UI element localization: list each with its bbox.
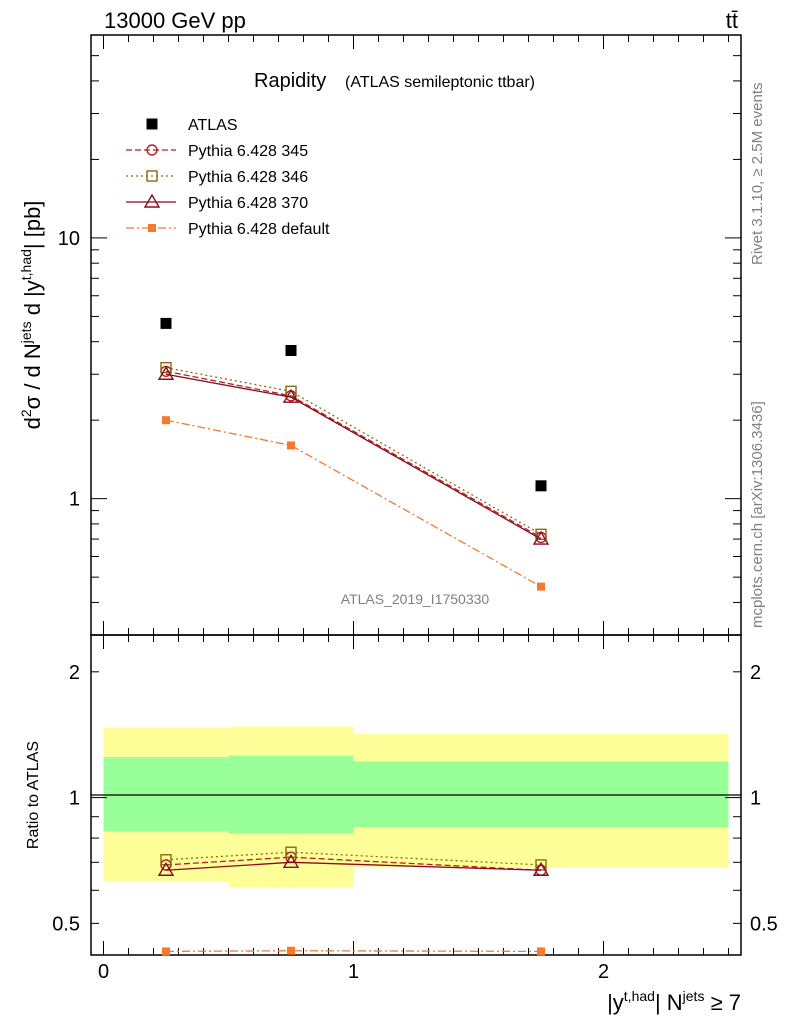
ratio-point-pdefault xyxy=(287,946,295,955)
ratio-line-p345 xyxy=(165,856,542,871)
ratio-axis-ticks: 0.5 0.5 1 1 2 2 0 1 2 xyxy=(52,635,778,983)
point-data xyxy=(285,344,297,356)
series-line-p370 xyxy=(165,373,542,540)
legend-marker-p370 xyxy=(143,193,161,208)
ratio-point-p346 xyxy=(285,846,297,858)
point-p346 xyxy=(160,361,172,374)
ratio-line-pdefault xyxy=(165,950,542,953)
main-series xyxy=(157,317,550,591)
ratio-panel: 0.5 0.5 1 1 2 2 0 1 2 xyxy=(52,634,778,983)
ratio-ylabel: Ratio to ATLAS xyxy=(25,741,42,849)
legend-label-p345: Pythia 6.428 345 xyxy=(188,143,308,160)
ratio-ytick-label: 2 xyxy=(69,662,80,684)
ratio-ytick-label-right: 0.5 xyxy=(750,913,778,935)
main-axis-ticks: 1 10 xyxy=(58,34,741,636)
legend-marker-pdefault xyxy=(148,224,156,232)
ratio-line-p346 xyxy=(165,851,542,866)
analysis-id: ATLAS_2019_I1750330 xyxy=(341,591,490,607)
point-pdefault xyxy=(287,441,295,450)
legend-marker-p346 xyxy=(146,170,158,182)
series-line-p346 xyxy=(165,367,542,535)
point-p346 xyxy=(535,528,547,540)
point-p370 xyxy=(157,365,175,380)
point-pdefault xyxy=(162,416,170,425)
point-pdefault xyxy=(537,582,545,591)
mcplots-label: mcplots.cern.ch [arXiv:1306.3436] xyxy=(749,401,766,628)
point-p346 xyxy=(285,385,297,398)
main-panel: 110 Rapidity (ATLAS semileptonic ttbar) … xyxy=(58,34,742,636)
uncertainty-band-inner xyxy=(103,757,229,832)
ratio-point-pdefault xyxy=(162,947,170,956)
point-p370 xyxy=(282,388,300,403)
xtick-label: 2 xyxy=(598,961,609,983)
legend-label-p370: Pythia 6.428 370 xyxy=(188,195,308,212)
uncertainty-band-inner xyxy=(353,761,729,828)
legend: ATLAS Pythia 6.428 345 Pythia 6.428 346 Pyt… xyxy=(126,117,330,238)
legend-marker-data xyxy=(146,118,158,130)
legend-label-p346: Pythia 6.428 346 xyxy=(188,169,308,186)
process-label: tt̄ xyxy=(726,8,738,33)
point-data xyxy=(535,480,547,492)
point-p370 xyxy=(532,530,550,545)
ratio-point-p370 xyxy=(157,861,175,876)
ratio-point-p370 xyxy=(282,853,300,869)
main-title: Rapidity xyxy=(254,70,326,92)
ratio-ytick-label: 1 xyxy=(69,788,80,810)
ratio-series xyxy=(157,846,550,956)
ratio-line-p370 xyxy=(165,861,542,871)
point-data xyxy=(160,317,172,329)
ratio-ytick-label: 0.5 xyxy=(52,913,80,935)
main-ytick-label: 10 xyxy=(58,228,80,250)
main-ytick-label: 1 xyxy=(69,489,80,511)
xlabel: |yt,had| Njets ≥ 7 xyxy=(607,988,741,1015)
series-line-p345 xyxy=(165,370,542,539)
xtick-label: 1 xyxy=(348,961,359,983)
legend-label-pdefault: Pythia 6.428 default xyxy=(188,221,330,238)
ratio-point-p346 xyxy=(160,854,172,866)
ratio-ytick-label-right: 2 xyxy=(750,662,761,684)
ratio-point-p370 xyxy=(532,861,550,876)
legend-marker-p345 xyxy=(146,144,158,156)
main-subtitle: (ATLAS semileptonic ttbar) xyxy=(345,74,535,91)
legend-label-data: ATLAS xyxy=(188,117,238,134)
rivet-label: Rivet 3.1.10, ≥ 2.5M events xyxy=(749,83,766,266)
series-line-pdefault xyxy=(165,419,542,588)
ratio-point-pdefault xyxy=(537,947,545,956)
main-ylabel: d2σ / d Njets d |yt,had| [pb] xyxy=(18,201,45,430)
ratio-ytick-label-right: 1 xyxy=(750,788,761,810)
xtick-label: 0 xyxy=(98,961,109,983)
energy-label: 13000 GeV pp xyxy=(104,8,246,33)
